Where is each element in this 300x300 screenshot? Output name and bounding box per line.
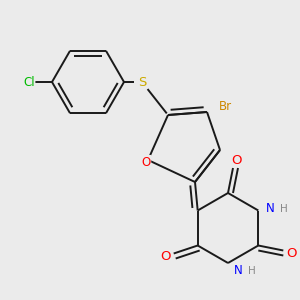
Text: O: O [286,247,297,260]
Text: Br: Br [218,100,232,113]
Text: N: N [234,265,242,278]
Text: H: H [248,266,256,276]
Text: O: O [231,154,241,166]
Text: H: H [280,203,288,214]
Text: Cl: Cl [23,76,35,88]
Text: O: O [141,155,151,169]
Text: O: O [160,250,171,263]
Text: N: N [266,202,275,215]
Text: S: S [138,76,146,88]
